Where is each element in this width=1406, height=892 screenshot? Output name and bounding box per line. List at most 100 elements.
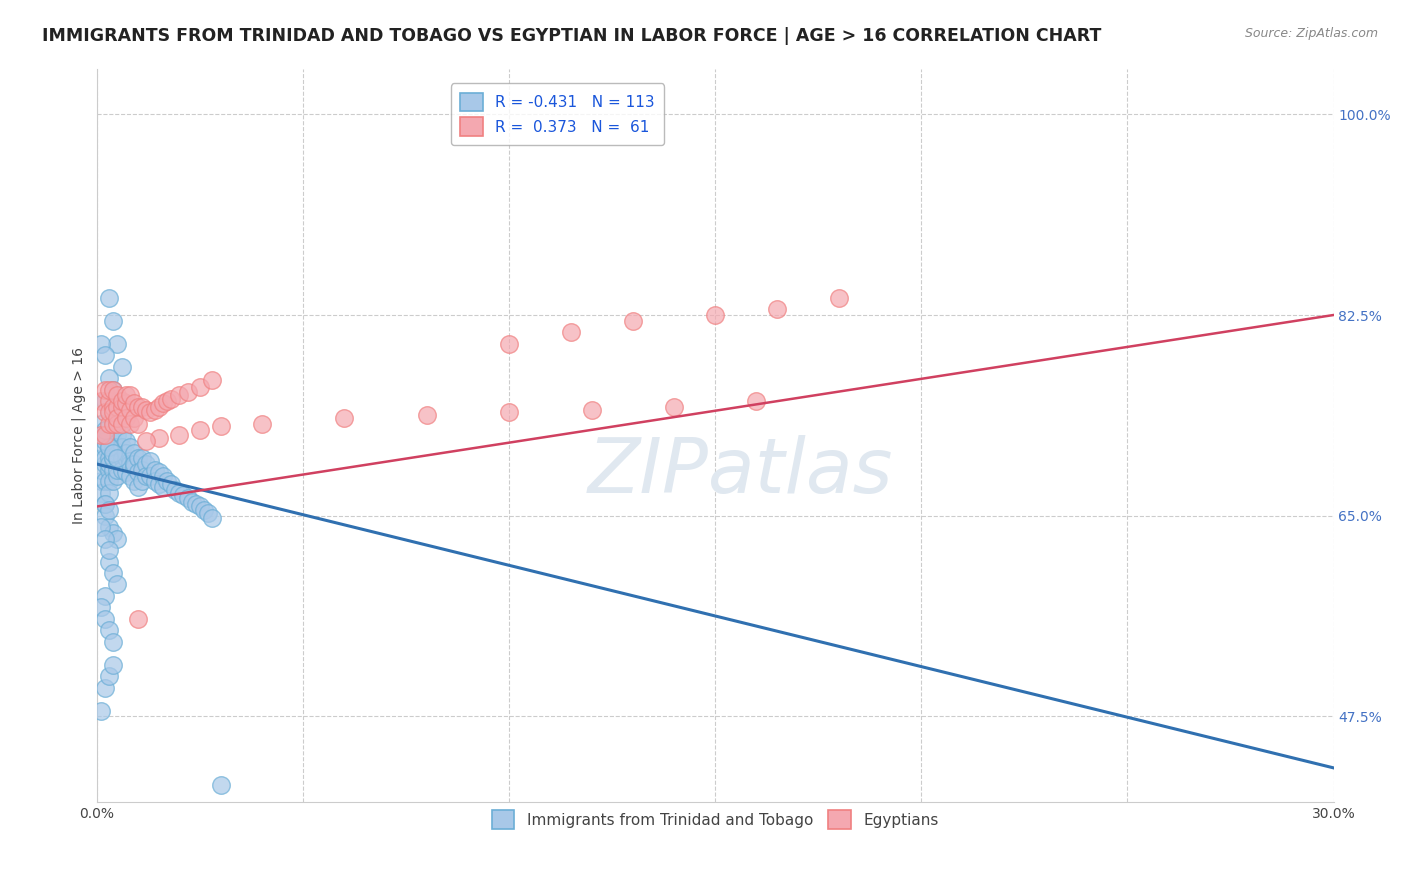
Egyptians (114, 396, 136, 410)
Immigrants from Trinidad and Tobago (94, 451, 117, 466)
Immigrants from Trinidad and Tobago (180, 495, 202, 509)
Egyptians (560, 325, 582, 339)
Immigrants from Trinidad and Tobago (94, 394, 117, 409)
Immigrants from Trinidad and Tobago (122, 457, 145, 471)
Egyptians (135, 434, 157, 449)
Egyptians (103, 400, 125, 414)
Egyptians (103, 417, 125, 431)
Egyptians (114, 411, 136, 425)
Egyptians (581, 403, 603, 417)
Egyptians (107, 388, 129, 402)
Egyptians (160, 392, 183, 406)
Egyptians (333, 411, 356, 425)
Immigrants from Trinidad and Tobago (107, 532, 129, 546)
Immigrants from Trinidad and Tobago (114, 465, 136, 479)
Immigrants from Trinidad and Tobago (110, 451, 132, 466)
Egyptians (107, 411, 129, 425)
Egyptians (98, 405, 121, 419)
Immigrants from Trinidad and Tobago (90, 451, 112, 466)
Immigrants from Trinidad and Tobago (118, 468, 141, 483)
Immigrants from Trinidad and Tobago (94, 497, 117, 511)
Immigrants from Trinidad and Tobago (103, 463, 125, 477)
Egyptians (745, 394, 768, 409)
Immigrants from Trinidad and Tobago (107, 451, 129, 466)
Immigrants from Trinidad and Tobago (131, 451, 153, 466)
Immigrants from Trinidad and Tobago (107, 463, 129, 477)
Immigrants from Trinidad and Tobago (103, 417, 125, 431)
Immigrants from Trinidad and Tobago (98, 485, 121, 500)
Egyptians (415, 408, 437, 422)
Immigrants from Trinidad and Tobago (94, 532, 117, 546)
Immigrants from Trinidad and Tobago (103, 566, 125, 580)
Immigrants from Trinidad and Tobago (103, 634, 125, 648)
Immigrants from Trinidad and Tobago (122, 460, 145, 475)
Immigrants from Trinidad and Tobago (98, 428, 121, 442)
Immigrants from Trinidad and Tobago (94, 434, 117, 449)
Immigrants from Trinidad and Tobago (103, 451, 125, 466)
Immigrants from Trinidad and Tobago (98, 451, 121, 466)
Immigrants from Trinidad and Tobago (103, 314, 125, 328)
Egyptians (118, 403, 141, 417)
Immigrants from Trinidad and Tobago (176, 491, 198, 506)
Egyptians (188, 423, 211, 437)
Immigrants from Trinidad and Tobago (94, 681, 117, 695)
Immigrants from Trinidad and Tobago (107, 428, 129, 442)
Immigrants from Trinidad and Tobago (107, 577, 129, 591)
Immigrants from Trinidad and Tobago (94, 348, 117, 362)
Egyptians (828, 291, 851, 305)
Immigrants from Trinidad and Tobago (107, 451, 129, 466)
Immigrants from Trinidad and Tobago (98, 543, 121, 558)
Immigrants from Trinidad and Tobago (110, 440, 132, 454)
Immigrants from Trinidad and Tobago (94, 589, 117, 603)
Immigrants from Trinidad and Tobago (103, 475, 125, 489)
Egyptians (127, 400, 149, 414)
Immigrants from Trinidad and Tobago (131, 475, 153, 489)
Immigrants from Trinidad and Tobago (98, 554, 121, 568)
Immigrants from Trinidad and Tobago (169, 485, 191, 500)
Egyptians (103, 405, 125, 419)
Immigrants from Trinidad and Tobago (94, 457, 117, 471)
Immigrants from Trinidad and Tobago (94, 612, 117, 626)
Egyptians (156, 394, 179, 409)
Egyptians (127, 612, 149, 626)
Immigrants from Trinidad and Tobago (94, 508, 117, 523)
Immigrants from Trinidad and Tobago (103, 525, 125, 540)
Immigrants from Trinidad and Tobago (135, 468, 157, 483)
Egyptians (152, 396, 174, 410)
Egyptians (94, 405, 117, 419)
Egyptians (118, 388, 141, 402)
Immigrants from Trinidad and Tobago (118, 440, 141, 454)
Immigrants from Trinidad and Tobago (90, 600, 112, 615)
Immigrants from Trinidad and Tobago (172, 488, 194, 502)
Immigrants from Trinidad and Tobago (110, 359, 132, 374)
Immigrants from Trinidad and Tobago (94, 475, 117, 489)
Egyptians (110, 417, 132, 431)
Immigrants from Trinidad and Tobago (94, 423, 117, 437)
Egyptians (110, 394, 132, 409)
Immigrants from Trinidad and Tobago (156, 475, 179, 489)
Immigrants from Trinidad and Tobago (98, 371, 121, 385)
Immigrants from Trinidad and Tobago (94, 428, 117, 442)
Y-axis label: In Labor Force | Age > 16: In Labor Force | Age > 16 (72, 347, 86, 524)
Egyptians (143, 403, 166, 417)
Immigrants from Trinidad and Tobago (139, 468, 162, 483)
Immigrants from Trinidad and Tobago (98, 440, 121, 454)
Legend: Immigrants from Trinidad and Tobago, Egyptians: Immigrants from Trinidad and Tobago, Egy… (485, 804, 945, 835)
Immigrants from Trinidad and Tobago (201, 511, 224, 525)
Immigrants from Trinidad and Tobago (107, 468, 129, 483)
Egyptians (98, 417, 121, 431)
Immigrants from Trinidad and Tobago (197, 507, 219, 521)
Immigrants from Trinidad and Tobago (98, 457, 121, 471)
Egyptians (122, 396, 145, 410)
Immigrants from Trinidad and Tobago (107, 440, 129, 454)
Text: Source: ZipAtlas.com: Source: ZipAtlas.com (1244, 27, 1378, 40)
Egyptians (118, 417, 141, 431)
Immigrants from Trinidad and Tobago (94, 497, 117, 511)
Immigrants from Trinidad and Tobago (103, 657, 125, 672)
Immigrants from Trinidad and Tobago (103, 440, 125, 454)
Immigrants from Trinidad and Tobago (148, 476, 170, 491)
Immigrants from Trinidad and Tobago (114, 445, 136, 459)
Immigrants from Trinidad and Tobago (98, 463, 121, 477)
Immigrants from Trinidad and Tobago (114, 434, 136, 449)
Immigrants from Trinidad and Tobago (143, 475, 166, 489)
